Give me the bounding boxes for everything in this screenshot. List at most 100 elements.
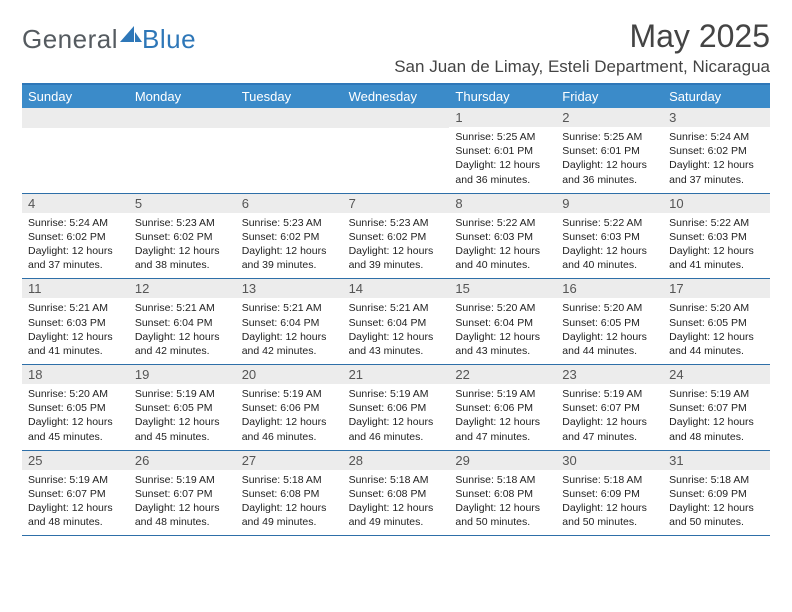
day-body: [22, 128, 129, 137]
daylight-line2: and 48 minutes.: [135, 515, 230, 529]
daylight-line1: Daylight: 12 hours: [669, 330, 764, 344]
day-number: 23: [556, 365, 663, 384]
day-number: 29: [449, 451, 556, 470]
daylight-line1: Daylight: 12 hours: [669, 415, 764, 429]
week-row: 18Sunrise: 5:20 AMSunset: 6:05 PMDayligh…: [22, 365, 770, 451]
day-cell: 7Sunrise: 5:23 AMSunset: 6:02 PMDaylight…: [343, 194, 450, 279]
day-body: Sunrise: 5:24 AMSunset: 6:02 PMDaylight:…: [663, 127, 770, 193]
day-body: Sunrise: 5:20 AMSunset: 6:05 PMDaylight:…: [556, 298, 663, 364]
sunrise-line: Sunrise: 5:19 AM: [455, 387, 550, 401]
day-number: 20: [236, 365, 343, 384]
daylight-line1: Daylight: 12 hours: [242, 415, 337, 429]
sunset-line: Sunset: 6:09 PM: [669, 487, 764, 501]
day-body: Sunrise: 5:20 AMSunset: 6:05 PMDaylight:…: [663, 298, 770, 364]
daylight-line1: Daylight: 12 hours: [562, 501, 657, 515]
day-number: 7: [343, 194, 450, 213]
day-number: 8: [449, 194, 556, 213]
day-number: 18: [22, 365, 129, 384]
day-cell: 12Sunrise: 5:21 AMSunset: 6:04 PMDayligh…: [129, 279, 236, 364]
sunrise-line: Sunrise: 5:22 AM: [455, 216, 550, 230]
day-cell: 30Sunrise: 5:18 AMSunset: 6:09 PMDayligh…: [556, 451, 663, 536]
sunrise-line: Sunrise: 5:18 AM: [669, 473, 764, 487]
sunset-line: Sunset: 6:06 PM: [455, 401, 550, 415]
daylight-line1: Daylight: 12 hours: [455, 244, 550, 258]
daylight-line1: Daylight: 12 hours: [28, 501, 123, 515]
week-row: 1Sunrise: 5:25 AMSunset: 6:01 PMDaylight…: [22, 108, 770, 194]
daylight-line2: and 36 minutes.: [562, 173, 657, 187]
day-number: 26: [129, 451, 236, 470]
day-cell: 3Sunrise: 5:24 AMSunset: 6:02 PMDaylight…: [663, 108, 770, 193]
day-cell: [22, 108, 129, 193]
day-body: Sunrise: 5:18 AMSunset: 6:09 PMDaylight:…: [663, 470, 770, 536]
day-cell: 13Sunrise: 5:21 AMSunset: 6:04 PMDayligh…: [236, 279, 343, 364]
weekday-header: Saturday: [663, 85, 770, 108]
day-number: 9: [556, 194, 663, 213]
day-cell: 17Sunrise: 5:20 AMSunset: 6:05 PMDayligh…: [663, 279, 770, 364]
sunset-line: Sunset: 6:02 PM: [349, 230, 444, 244]
day-body: Sunrise: 5:21 AMSunset: 6:04 PMDaylight:…: [129, 298, 236, 364]
daylight-line1: Daylight: 12 hours: [562, 330, 657, 344]
sunrise-line: Sunrise: 5:20 AM: [28, 387, 123, 401]
daylight-line1: Daylight: 12 hours: [455, 158, 550, 172]
daylight-line2: and 42 minutes.: [242, 344, 337, 358]
day-body: Sunrise: 5:19 AMSunset: 6:07 PMDaylight:…: [129, 470, 236, 536]
day-number: 12: [129, 279, 236, 298]
day-body: Sunrise: 5:21 AMSunset: 6:03 PMDaylight:…: [22, 298, 129, 364]
sunset-line: Sunset: 6:03 PM: [28, 316, 123, 330]
week-row: 25Sunrise: 5:19 AMSunset: 6:07 PMDayligh…: [22, 451, 770, 537]
day-number: [236, 108, 343, 128]
header: General Blue May 2025 San Juan de Limay,…: [22, 18, 770, 77]
daylight-line1: Daylight: 12 hours: [28, 415, 123, 429]
day-cell: 1Sunrise: 5:25 AMSunset: 6:01 PMDaylight…: [449, 108, 556, 193]
sunrise-line: Sunrise: 5:20 AM: [669, 301, 764, 315]
day-number: 30: [556, 451, 663, 470]
sunset-line: Sunset: 6:05 PM: [669, 316, 764, 330]
day-number: 28: [343, 451, 450, 470]
location: San Juan de Limay, Esteli Department, Ni…: [394, 57, 770, 77]
sunset-line: Sunset: 6:02 PM: [135, 230, 230, 244]
day-number: 13: [236, 279, 343, 298]
weekday-header: Sunday: [22, 85, 129, 108]
day-number: 2: [556, 108, 663, 127]
sunset-line: Sunset: 6:07 PM: [28, 487, 123, 501]
daylight-line1: Daylight: 12 hours: [669, 501, 764, 515]
day-body: Sunrise: 5:22 AMSunset: 6:03 PMDaylight:…: [449, 213, 556, 279]
sunset-line: Sunset: 6:01 PM: [562, 144, 657, 158]
daylight-line1: Daylight: 12 hours: [242, 501, 337, 515]
day-cell: 24Sunrise: 5:19 AMSunset: 6:07 PMDayligh…: [663, 365, 770, 450]
day-body: Sunrise: 5:19 AMSunset: 6:06 PMDaylight:…: [236, 384, 343, 450]
day-body: Sunrise: 5:18 AMSunset: 6:08 PMDaylight:…: [236, 470, 343, 536]
logo-text-general: General: [22, 24, 118, 55]
daylight-line2: and 37 minutes.: [28, 258, 123, 272]
weekday-header: Monday: [129, 85, 236, 108]
day-body: Sunrise: 5:19 AMSunset: 6:07 PMDaylight:…: [22, 470, 129, 536]
sunset-line: Sunset: 6:09 PM: [562, 487, 657, 501]
day-cell: 14Sunrise: 5:21 AMSunset: 6:04 PMDayligh…: [343, 279, 450, 364]
sunset-line: Sunset: 6:03 PM: [562, 230, 657, 244]
title-block: May 2025 San Juan de Limay, Esteli Depar…: [394, 18, 770, 77]
day-cell: 19Sunrise: 5:19 AMSunset: 6:05 PMDayligh…: [129, 365, 236, 450]
sunset-line: Sunset: 6:01 PM: [455, 144, 550, 158]
day-body: Sunrise: 5:23 AMSunset: 6:02 PMDaylight:…: [343, 213, 450, 279]
day-number: [129, 108, 236, 128]
daylight-line2: and 49 minutes.: [349, 515, 444, 529]
sunset-line: Sunset: 6:08 PM: [242, 487, 337, 501]
day-body: Sunrise: 5:25 AMSunset: 6:01 PMDaylight:…: [449, 127, 556, 193]
logo-sail-icon: [120, 26, 142, 44]
weekday-header: Friday: [556, 85, 663, 108]
daylight-line2: and 40 minutes.: [455, 258, 550, 272]
day-body: Sunrise: 5:22 AMSunset: 6:03 PMDaylight:…: [663, 213, 770, 279]
daylight-line1: Daylight: 12 hours: [562, 244, 657, 258]
daylight-line1: Daylight: 12 hours: [242, 330, 337, 344]
daylight-line1: Daylight: 12 hours: [28, 330, 123, 344]
sunrise-line: Sunrise: 5:18 AM: [242, 473, 337, 487]
day-number: 6: [236, 194, 343, 213]
month-title: May 2025: [394, 18, 770, 55]
sunset-line: Sunset: 6:06 PM: [242, 401, 337, 415]
daylight-line2: and 46 minutes.: [242, 430, 337, 444]
sunset-line: Sunset: 6:04 PM: [242, 316, 337, 330]
daylight-line1: Daylight: 12 hours: [562, 158, 657, 172]
daylight-line2: and 41 minutes.: [669, 258, 764, 272]
day-number: 19: [129, 365, 236, 384]
day-cell: 28Sunrise: 5:18 AMSunset: 6:08 PMDayligh…: [343, 451, 450, 536]
